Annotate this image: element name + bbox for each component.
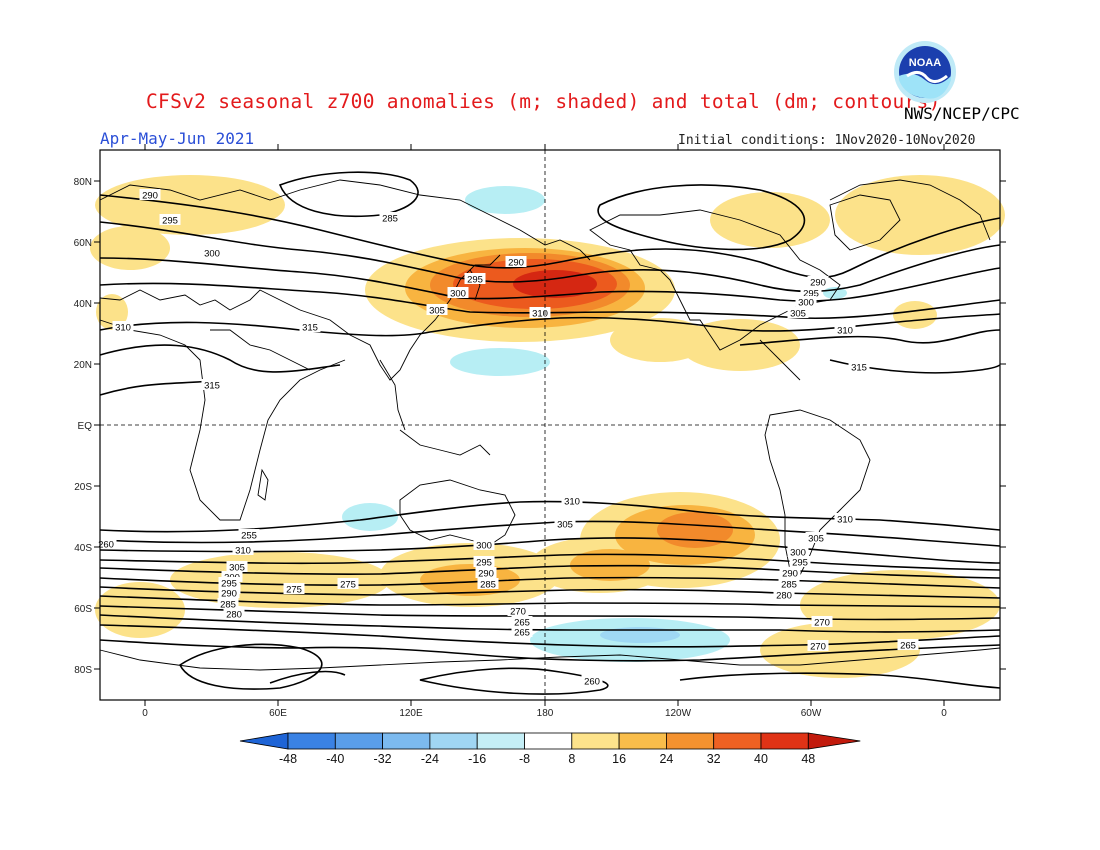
lat-tick-label: 20S <box>74 482 92 493</box>
lat-tick-label: EQ <box>78 421 93 432</box>
noaa-logo-icon: NOAA <box>894 41 956 103</box>
contour-label: 265 <box>514 618 530 629</box>
contour-label: 310 <box>235 546 251 557</box>
contour-label: 305 <box>808 534 824 545</box>
contour-label: 310 <box>532 309 548 320</box>
source-label: NWS/NCEP/CPC <box>904 104 1020 123</box>
contour-labels: 2902953002853053103152902953003053102902… <box>95 189 919 688</box>
contour-label: 280 <box>226 610 242 621</box>
contour-label: 315 <box>851 363 867 374</box>
lon-tick-label: 120W <box>665 708 692 719</box>
lat-tick-label: 40N <box>74 299 92 310</box>
contour-label: 315 <box>302 323 318 334</box>
contour-label: 295 <box>221 579 237 590</box>
contour-label: 265 <box>900 641 916 652</box>
contour-label: 265 <box>514 628 530 639</box>
contour-label: 260 <box>98 540 114 551</box>
lat-tick-label: 80N <box>74 177 92 188</box>
lon-tick-label: 120E <box>399 708 423 719</box>
lon-tick-label: 0 <box>142 708 148 719</box>
contour-label: 290 <box>508 258 524 269</box>
contour-label: 270 <box>810 642 826 653</box>
contour-label: 300 <box>790 548 806 559</box>
contour-label: 285 <box>480 580 496 591</box>
contour-label: 290 <box>142 191 158 202</box>
lat-tick-label: 20N <box>74 360 92 371</box>
contour-label: 270 <box>510 607 526 618</box>
contour-label: 285 <box>781 580 797 591</box>
contour-label: 305 <box>557 520 573 531</box>
contour-label: 310 <box>564 497 580 508</box>
contour-label: 305 <box>429 306 445 317</box>
height-contours <box>99 171 1001 695</box>
contour-label: 315 <box>204 381 220 392</box>
contour-label: 290 <box>478 569 494 580</box>
lat-tick-label: 80S <box>74 665 92 676</box>
contour-label: 275 <box>286 585 302 596</box>
initial-conditions: Initial conditions: 1Nov2020-10Nov2020 <box>678 133 976 148</box>
contour-label: 300 <box>798 298 814 309</box>
longitude-axis: 0 60E 120E 180 120W 60W 0 <box>142 144 947 719</box>
contour-label: 270 <box>814 618 830 629</box>
latitude-axis: 80N 60N 40N 20N EQ 20S 40S 60S 80S <box>74 177 1006 676</box>
contour-label: 295 <box>467 275 483 286</box>
lat-tick-label: 60S <box>74 604 92 615</box>
lat-tick-label: 40S <box>74 543 92 554</box>
contour-label: 260 <box>584 677 600 688</box>
contour-label: 290 <box>221 589 237 600</box>
contour-label: 285 <box>220 600 236 611</box>
contour-label: 300 <box>476 541 492 552</box>
contour-label: 300 <box>450 289 466 300</box>
forecast-period: Apr-May-Jun 2021 <box>100 129 255 148</box>
lat-tick-label: 60N <box>74 238 92 249</box>
contour-label: 295 <box>476 558 492 569</box>
contour-label: 310 <box>837 515 853 526</box>
contour-label: 290 <box>782 569 798 580</box>
contour-label: 310 <box>837 326 853 337</box>
lon-tick-label: 0 <box>941 708 947 719</box>
contour-label: 310 <box>115 323 131 334</box>
contour-label: 280 <box>776 591 792 602</box>
contour-label: 255 <box>241 531 257 542</box>
contour-label: 295 <box>162 216 178 227</box>
contour-label: 305 <box>229 563 245 574</box>
contour-label: 300 <box>204 249 220 260</box>
coastlines <box>99 179 1001 671</box>
contour-label: 295 <box>803 289 819 300</box>
contour-label: 295 <box>792 558 808 569</box>
chart-title: CFSv2 seasonal z700 anomalies (m; shaded… <box>146 90 941 113</box>
contour-label: 305 <box>790 309 806 320</box>
lon-tick-label: 180 <box>537 708 554 719</box>
contour-label: 290 <box>810 278 826 289</box>
contour-label: 275 <box>340 580 356 591</box>
contour-label: 285 <box>382 214 398 225</box>
lon-tick-label: 60E <box>269 708 287 719</box>
lon-tick-label: 60W <box>801 708 822 719</box>
logo-text: NOAA <box>909 57 941 69</box>
